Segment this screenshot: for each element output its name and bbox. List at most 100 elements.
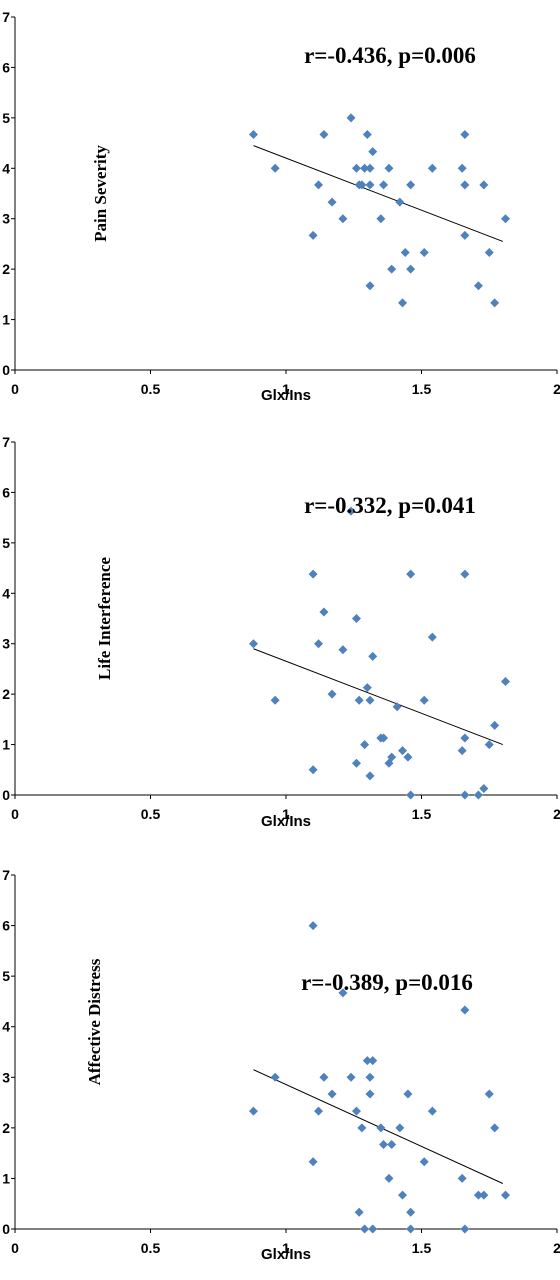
y-tick-label: 1 (2, 737, 10, 753)
data-point (248, 639, 258, 649)
data-point (484, 740, 494, 750)
chart-panel-affective-distress: 0 1 2 3 4 5 6 7 0 0.5 1 1.5 2 Glx/Ins Affective Distre… (0, 850, 560, 1280)
data-point (384, 163, 394, 173)
data-point (460, 129, 470, 139)
data-point (490, 298, 500, 308)
data-point (360, 1224, 370, 1234)
data-point (395, 1123, 405, 1133)
data-point (490, 720, 500, 730)
data-point (270, 1072, 280, 1082)
data-point (346, 506, 356, 516)
data-point (395, 197, 405, 207)
data-point (484, 248, 494, 258)
scatter-chart-life-interference: 0 1 2 3 4 5 6 7 0 0.5 1 1.5 2 Glx/Ins Life Interferenc… (2, 434, 560, 830)
data-point (365, 1089, 375, 1099)
y-tick-label: 0 (2, 1221, 10, 1237)
x-tick-label: 1 (282, 1240, 290, 1256)
chart-panel-pain-severity: 0 1 2 3 4 5 6 7 0 0.5 1 1.5 2 Glx/Ins Pain Severity r=-… (0, 0, 560, 425)
data-point (368, 1056, 378, 1066)
data-point (427, 1106, 437, 1116)
x-tick-label: 2 (553, 1240, 560, 1256)
data-point (308, 921, 318, 931)
y-tick-label: 2 (2, 261, 10, 277)
data-point (327, 1089, 337, 1099)
x-tick-label: 1 (282, 806, 290, 822)
data-point (379, 733, 389, 743)
data-point (376, 1123, 386, 1133)
x-tick-label: 1.5 (412, 1240, 432, 1256)
data-point (314, 639, 324, 649)
correlation-annotation: r=-0.389, p=0.016 (301, 970, 473, 995)
data-point (365, 771, 375, 781)
data-point (384, 758, 394, 768)
data-point (479, 783, 489, 793)
data-point (368, 1224, 378, 1234)
data-point (327, 197, 337, 207)
data-point (501, 677, 511, 687)
data-point (384, 1173, 394, 1183)
data-point (346, 113, 356, 123)
data-point (406, 1224, 416, 1234)
data-point (346, 1072, 356, 1082)
y-tick-label: 1 (2, 1170, 10, 1186)
data-point (457, 746, 467, 756)
y-tick-label: 6 (2, 484, 10, 500)
data-point (351, 614, 361, 623)
data-point (270, 163, 280, 173)
data-point (403, 752, 413, 762)
data-point (392, 702, 402, 712)
x-tick-label: 1.5 (412, 806, 432, 822)
trendline (253, 145, 503, 242)
data-point (365, 1072, 375, 1082)
scatter-chart-affective-distress: 0 1 2 3 4 5 6 7 0 0.5 1 1.5 2 Glx/Ins Affective Distre… (2, 867, 560, 1263)
data-point (406, 264, 416, 274)
trendline (253, 648, 503, 746)
data-point (479, 1190, 489, 1200)
data-point (338, 645, 348, 655)
data-point (314, 1106, 324, 1116)
data-point (501, 214, 511, 224)
x-tick-label: 0 (11, 1240, 19, 1256)
y-tick-label: 3 (2, 211, 10, 227)
data-point (362, 1056, 372, 1066)
x-tick-label: 0.5 (141, 1240, 161, 1256)
data-point (248, 1106, 258, 1116)
data-point (427, 632, 437, 642)
data-point (327, 689, 337, 699)
x-tick-label: 0.5 (141, 381, 161, 397)
x-tick-label: 1.5 (412, 381, 432, 397)
data-point (457, 1173, 467, 1183)
y-tick-label: 4 (2, 1019, 10, 1035)
data-point (308, 1157, 318, 1167)
y-tick-label: 1 (2, 312, 10, 328)
data-point (365, 163, 375, 173)
data-point (368, 147, 378, 157)
data-point (319, 607, 329, 617)
y-axis-title: Pain Severity (91, 145, 110, 242)
x-tick-label: 1 (282, 381, 290, 397)
y-axis-title: Life Interference (95, 557, 114, 680)
data-point (406, 1207, 416, 1217)
data-point (460, 230, 470, 240)
data-point (460, 733, 470, 743)
data-point (398, 1190, 408, 1200)
data-point (387, 264, 397, 274)
data-point (460, 569, 470, 579)
data-point (368, 651, 378, 661)
y-tick-label: 5 (2, 110, 10, 126)
y-tick-label: 7 (2, 9, 10, 25)
data-point (387, 1140, 397, 1150)
data-point (357, 180, 367, 190)
data-point (473, 790, 483, 800)
y-tick-label: 7 (2, 867, 10, 883)
data-point (460, 1005, 470, 1015)
data-point (501, 1190, 511, 1200)
data-point (365, 180, 375, 190)
data-point (457, 163, 467, 173)
data-point (360, 740, 370, 750)
x-axis-title: Glx/Ins (261, 1246, 311, 1263)
data-point (400, 248, 410, 258)
y-tick-label: 3 (2, 636, 10, 652)
data-point (419, 695, 429, 705)
y-tick-label: 6 (2, 918, 10, 934)
